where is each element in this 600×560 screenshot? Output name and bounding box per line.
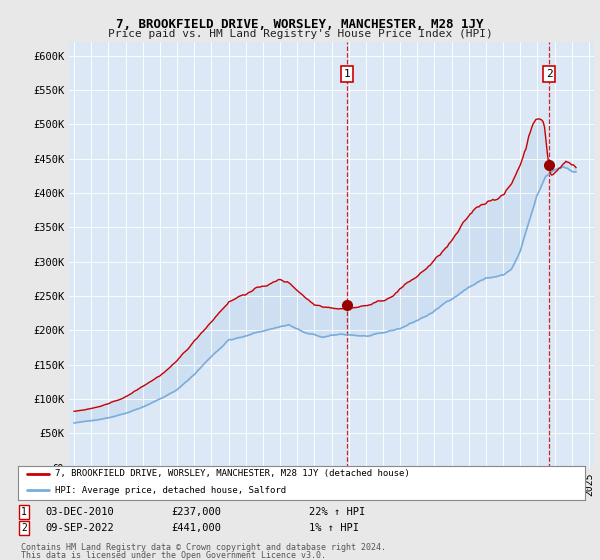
Text: 7, BROOKFIELD DRIVE, WORSLEY, MANCHESTER, M28 1JY (detached house): 7, BROOKFIELD DRIVE, WORSLEY, MANCHESTER… <box>55 469 410 478</box>
Text: 09-SEP-2022: 09-SEP-2022 <box>45 523 114 533</box>
Text: 2: 2 <box>546 69 553 80</box>
Text: 7, BROOKFIELD DRIVE, WORSLEY, MANCHESTER, M28 1JY: 7, BROOKFIELD DRIVE, WORSLEY, MANCHESTER… <box>116 18 484 31</box>
Text: HPI: Average price, detached house, Salford: HPI: Average price, detached house, Salf… <box>55 486 286 495</box>
Text: 1: 1 <box>21 507 27 517</box>
Text: 03-DEC-2010: 03-DEC-2010 <box>45 507 114 517</box>
Text: £237,000: £237,000 <box>171 507 221 517</box>
Text: This data is licensed under the Open Government Licence v3.0.: This data is licensed under the Open Gov… <box>21 551 326 560</box>
Text: 1% ↑ HPI: 1% ↑ HPI <box>309 523 359 533</box>
Text: 22% ↑ HPI: 22% ↑ HPI <box>309 507 365 517</box>
Text: Price paid vs. HM Land Registry's House Price Index (HPI): Price paid vs. HM Land Registry's House … <box>107 29 493 39</box>
Text: 1: 1 <box>344 69 350 80</box>
Text: Contains HM Land Registry data © Crown copyright and database right 2024.: Contains HM Land Registry data © Crown c… <box>21 543 386 552</box>
Text: £441,000: £441,000 <box>171 523 221 533</box>
Text: 2: 2 <box>21 523 27 533</box>
